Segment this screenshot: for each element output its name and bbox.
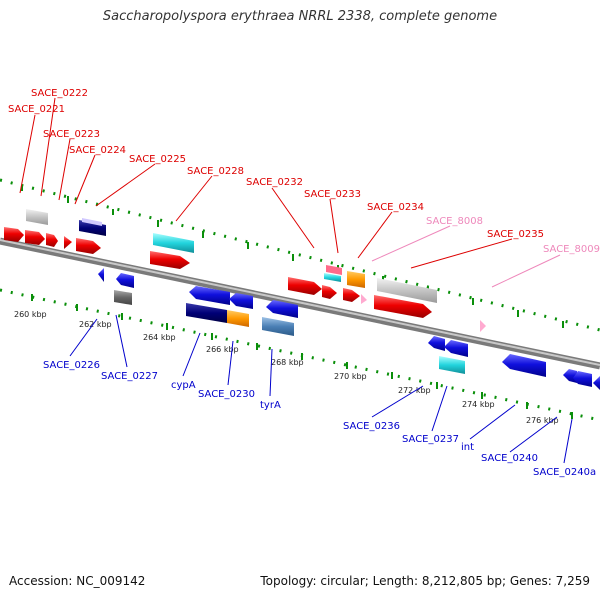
gene-edge [593,376,600,390]
gene-sace-0233c [343,288,360,302]
gene-sace-0225 [76,238,101,254]
top-position-rail [0,178,600,332]
gene-label-cypa: cypA [171,380,196,391]
scale-labels: 260 kbp 262 kbp 264 kbp 266 kbp 268 kbp … [14,310,559,425]
gene-label-sace-0226: SACE_0226 [43,360,100,371]
map-title: Saccharopolyspora erythraea NRRL 2338, c… [102,9,498,24]
forward-genes [4,209,486,332]
gene-sace-0230b [227,310,249,327]
scale-tick-label: 272 kbp [398,386,431,395]
gene-sace-8008 [377,278,437,303]
gene-sace-0226 [116,273,134,288]
gene-label-sace-0240: SACE_0240 [481,453,538,464]
gene-sace-0223 [25,230,45,245]
gene-label-tyra: tyrA [260,400,281,411]
gene-label-sace-0222: SACE_0222 [31,88,88,99]
scale-tick-label: 276 kbp [526,416,559,425]
gene-label-sace-0228: SACE_0228 [187,166,244,177]
reverse-genes [98,268,600,390]
gene-sace-0235 [374,295,432,318]
gene-label-sace-0225: SACE_0225 [129,154,186,165]
gene-label-sace-0235: SACE_0235 [487,229,544,240]
scale-tick-label: 274 kbp [462,400,495,409]
gene-label-sace-8008: SACE_8008 [426,216,483,227]
gene-int [502,354,546,377]
gene-label-sace-0237: SACE_0237 [402,434,459,445]
gene-sace-0240a [573,371,592,387]
gene-small-a [98,268,104,282]
top-leader-lines-b [410,238,513,269]
scale-tick-label: 262 kbp [79,320,112,329]
gene-label-sace-0224: SACE_0224 [69,145,126,156]
gene-label-sace-0221: SACE_0221 [8,104,65,115]
gene-sace-0236b [444,340,468,357]
gene-sace-0237 [439,356,465,374]
gene-sace-0233b [324,273,341,282]
gene-tyra [262,317,294,336]
gene-label-sace-0233: SACE_0233 [304,189,361,200]
scale-tick-label: 268 kbp [271,358,304,367]
accession-text: Accession: NC_009142 [9,574,146,588]
gene-sace-0223b [46,233,58,247]
gene-label-sace-8009: SACE_8009 [543,244,600,255]
top-gene-labels: SACE_0222 SACE_0221 SACE_0223 SACE_0224 … [8,88,600,255]
gene-label-sace-0227: SACE_0227 [101,371,158,382]
gene-sace-0234 [347,271,365,288]
gene-sace-0228 [153,233,194,253]
genome-backbone [0,237,600,370]
gene-label-sace-0236: SACE_0236 [343,421,400,432]
gene-label-sace-0223: SACE_0223 [43,129,100,140]
gene-sace-0233 [326,265,342,275]
gene-sace-0224c [82,218,102,226]
scale-tick-label: 260 kbp [14,310,47,319]
gene-sace-0228b [150,251,190,269]
topology-text: Topology: circular; Length: 8,212,805 bp… [260,574,590,588]
gene-sace-0221 [4,227,24,242]
scale-tick-label: 264 kbp [143,333,176,342]
gene-sace-0224 [64,236,72,249]
gene-sace-0233d [361,294,367,304]
gene-sace-0227 [114,290,132,305]
gene-label-sace-0240a: SACE_0240a [533,467,596,478]
gene-tyra-b [266,300,298,318]
top-leader-lines-faded [371,225,561,288]
gene-cypa [189,286,230,305]
gene-sace-8009 [480,320,486,332]
gene-sace-0232b [322,285,337,299]
gene-label-sace-0234: SACE_0234 [367,202,424,213]
gene-label-int: int [461,442,474,453]
gene-label-sace-0230: SACE_0230 [198,389,255,400]
top-leader-lines [19,97,393,259]
gene-cypa-b [229,293,253,309]
gene-sace-0230 [186,303,227,323]
gene-label-sace-0232: SACE_0232 [246,177,303,188]
gene-sace-0240 [563,369,577,383]
gene-sace-0232 [288,277,322,295]
bottom-leader-lines [69,314,573,464]
scale-tick-label: 270 kbp [334,372,367,381]
gene-sace-0222 [26,209,48,225]
bottom-gene-labels: SACE_0226 SACE_0227 cypA SACE_0230 tyrA … [43,360,596,478]
gene-sace-0236 [428,336,445,351]
scale-tick-label: 266 kbp [206,345,239,354]
